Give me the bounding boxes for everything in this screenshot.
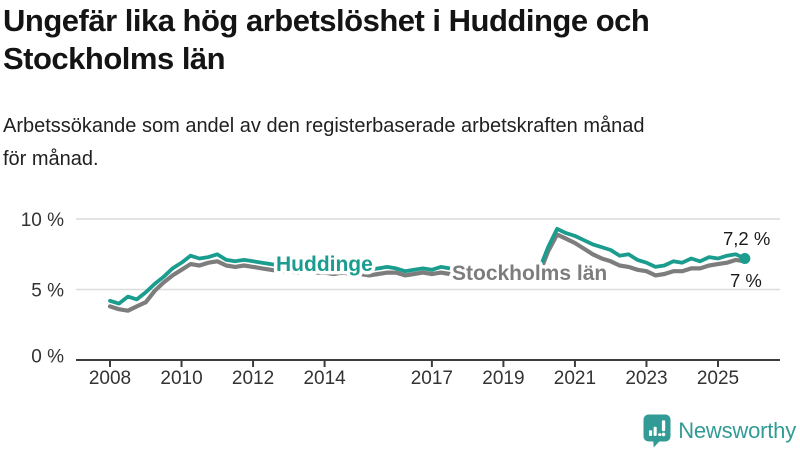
- chart-subtitle: Arbetssökande som andel av den registerb…: [3, 110, 787, 176]
- y-tick-label-5pct: 5 %: [31, 281, 64, 302]
- x-tick-label-2017: 2017: [411, 368, 453, 389]
- page-title-line-1: Ungefär lika hög arbetslöshet i Huddinge…: [3, 3, 650, 38]
- series-line-huddinge: [108, 227, 747, 306]
- x-tick-label-2014: 2014: [303, 368, 346, 389]
- bar-chart-exclamation-glyph: [649, 420, 666, 437]
- x-tick-label-2010: 2010: [160, 368, 202, 389]
- series-line-stockholms-l-n: [107, 232, 747, 313]
- x-tick-label-2021: 2021: [554, 368, 596, 389]
- newsworthy-logo: Newsworthy: [643, 413, 796, 449]
- page-title-line-2: Stockholms län: [3, 41, 226, 76]
- x-tick-label-2012: 2012: [232, 368, 274, 389]
- page-title: Ungefär lika hög arbetslöshet i Huddinge…: [3, 2, 763, 78]
- unemployment-line-chart: 2008 2010 2012 2014 2017 2019 2021 2023 2025 10 %…: [21, 210, 780, 389]
- newsworthy-wordmark: Newsworthy: [678, 418, 796, 443]
- speech-bubble-shape: [643, 414, 671, 448]
- series-label-stockholms-l-n: Stockholms län: [452, 262, 607, 285]
- chart-subtitle-line-1: Arbetssökande som andel av den registerb…: [3, 115, 645, 137]
- x-tick-label-2025: 2025: [697, 368, 739, 389]
- series-end-dot: [739, 252, 751, 264]
- series-label-huddinge: Huddinge: [276, 253, 373, 276]
- newsworthy-bubble-chart-icon: [643, 414, 671, 448]
- y-tick-label-10pct: 10 %: [21, 210, 64, 231]
- chart-subtitle-line-2: för månad.: [3, 148, 99, 170]
- x-tick-label-2023: 2023: [625, 368, 667, 389]
- x-tick-label-2008: 2008: [89, 368, 131, 389]
- x-tick-label-2019: 2019: [482, 368, 524, 389]
- end-value-label-stockholms-l-n: 7 %: [730, 270, 762, 291]
- y-tick-label-0pct: 0 %: [31, 347, 64, 368]
- end-value-label-huddinge: 7,2 %: [723, 228, 770, 249]
